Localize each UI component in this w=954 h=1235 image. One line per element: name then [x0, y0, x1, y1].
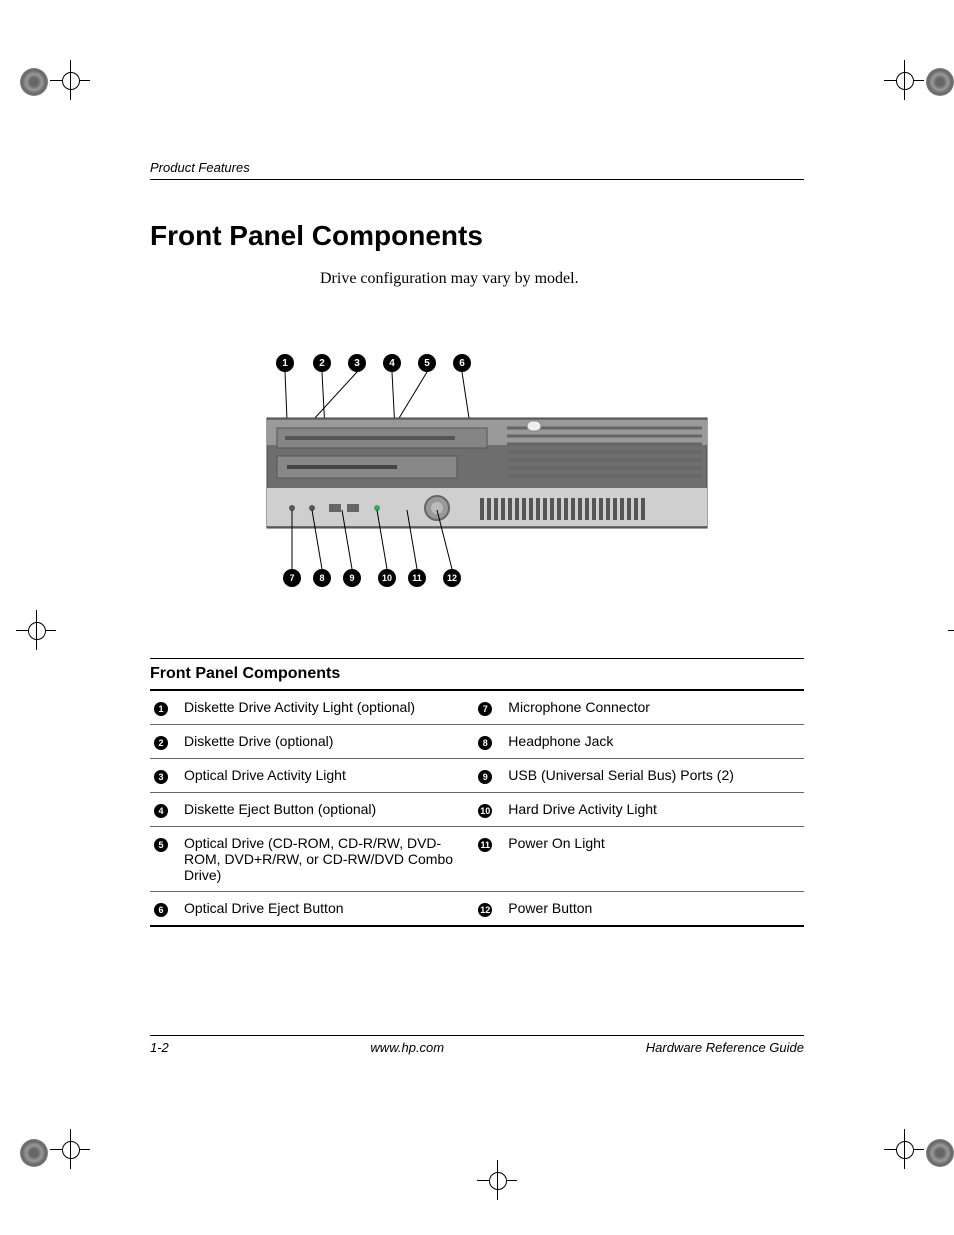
- main-heading: Front Panel Components: [150, 220, 804, 252]
- row-left-text: Diskette Drive Activity Light (optional): [180, 691, 474, 725]
- intro-text: Drive configuration may vary by model.: [320, 270, 774, 288]
- svg-text:3: 3: [354, 358, 360, 369]
- row-left-num: 2: [150, 725, 180, 759]
- row-right-text: USB (Universal Serial Bus) Ports (2): [504, 759, 804, 793]
- row-right-text: Power Button: [504, 892, 804, 927]
- footer-page: 1-2: [150, 1040, 169, 1055]
- page-content: Product Features Front Panel Components …: [150, 160, 804, 927]
- svg-text:2: 2: [319, 358, 325, 369]
- svg-text:10: 10: [382, 573, 392, 583]
- svg-text:12: 12: [447, 573, 457, 583]
- svg-text:1: 1: [282, 358, 288, 369]
- row-left-num: 3: [150, 759, 180, 793]
- page-footer: 1-2 www.hp.com Hardware Reference Guide: [150, 1035, 804, 1055]
- svg-text:9: 9: [349, 573, 354, 583]
- row-right-num: 10: [474, 793, 504, 827]
- svg-text:11: 11: [412, 573, 422, 583]
- crop-mark-tl: [20, 60, 80, 120]
- section-label: Product Features: [150, 160, 250, 175]
- table-row: 1Diskette Drive Activity Light (optional…: [150, 691, 804, 725]
- row-right-num: 12: [474, 892, 504, 927]
- svg-text:5: 5: [424, 358, 430, 369]
- row-left-text: Diskette Drive (optional): [180, 725, 474, 759]
- front-panel-diagram: 123456: [237, 328, 717, 608]
- row-right-num: 7: [474, 691, 504, 725]
- row-left-num: 5: [150, 827, 180, 892]
- row-left-num: 1: [150, 691, 180, 725]
- footer-url: www.hp.com: [370, 1040, 444, 1055]
- row-right-text: Hard Drive Activity Light: [504, 793, 804, 827]
- row-left-text: Diskette Eject Button (optional): [180, 793, 474, 827]
- row-right-num: 11: [474, 827, 504, 892]
- svg-text:8: 8: [319, 573, 324, 583]
- table-row: 3Optical Drive Activity Light9USB (Unive…: [150, 759, 804, 793]
- row-left-text: Optical Drive Eject Button: [180, 892, 474, 927]
- row-right-num: 8: [474, 725, 504, 759]
- crop-mark-bl: [20, 1115, 80, 1175]
- row-left-text: Optical Drive (CD-ROM, CD-R/RW, DVD-ROM,…: [180, 827, 474, 892]
- footer-doc: Hardware Reference Guide: [646, 1040, 804, 1055]
- row-right-text: Microphone Connector: [504, 691, 804, 725]
- row-left-num: 4: [150, 793, 180, 827]
- svg-text:7: 7: [289, 573, 294, 583]
- table-title: Front Panel Components: [150, 658, 804, 691]
- row-right-text: Headphone Jack: [504, 725, 804, 759]
- table-row: 2Diskette Drive (optional)8Headphone Jac…: [150, 725, 804, 759]
- table-row: 6Optical Drive Eject Button12Power Butto…: [150, 892, 804, 927]
- table-row: 5Optical Drive (CD-ROM, CD-R/RW, DVD-ROM…: [150, 827, 804, 892]
- table-row: 4Diskette Eject Button (optional)10Hard …: [150, 793, 804, 827]
- page-header: Product Features: [150, 160, 804, 180]
- svg-text:4: 4: [389, 358, 395, 369]
- svg-text:6: 6: [459, 358, 465, 369]
- row-right-text: Power On Light: [504, 827, 804, 892]
- components-table: 1Diskette Drive Activity Light (optional…: [150, 691, 804, 927]
- row-left-text: Optical Drive Activity Light: [180, 759, 474, 793]
- row-right-num: 9: [474, 759, 504, 793]
- row-left-num: 6: [150, 892, 180, 927]
- crop-mark-br: [884, 1115, 944, 1175]
- crop-mark-tr: [884, 60, 944, 120]
